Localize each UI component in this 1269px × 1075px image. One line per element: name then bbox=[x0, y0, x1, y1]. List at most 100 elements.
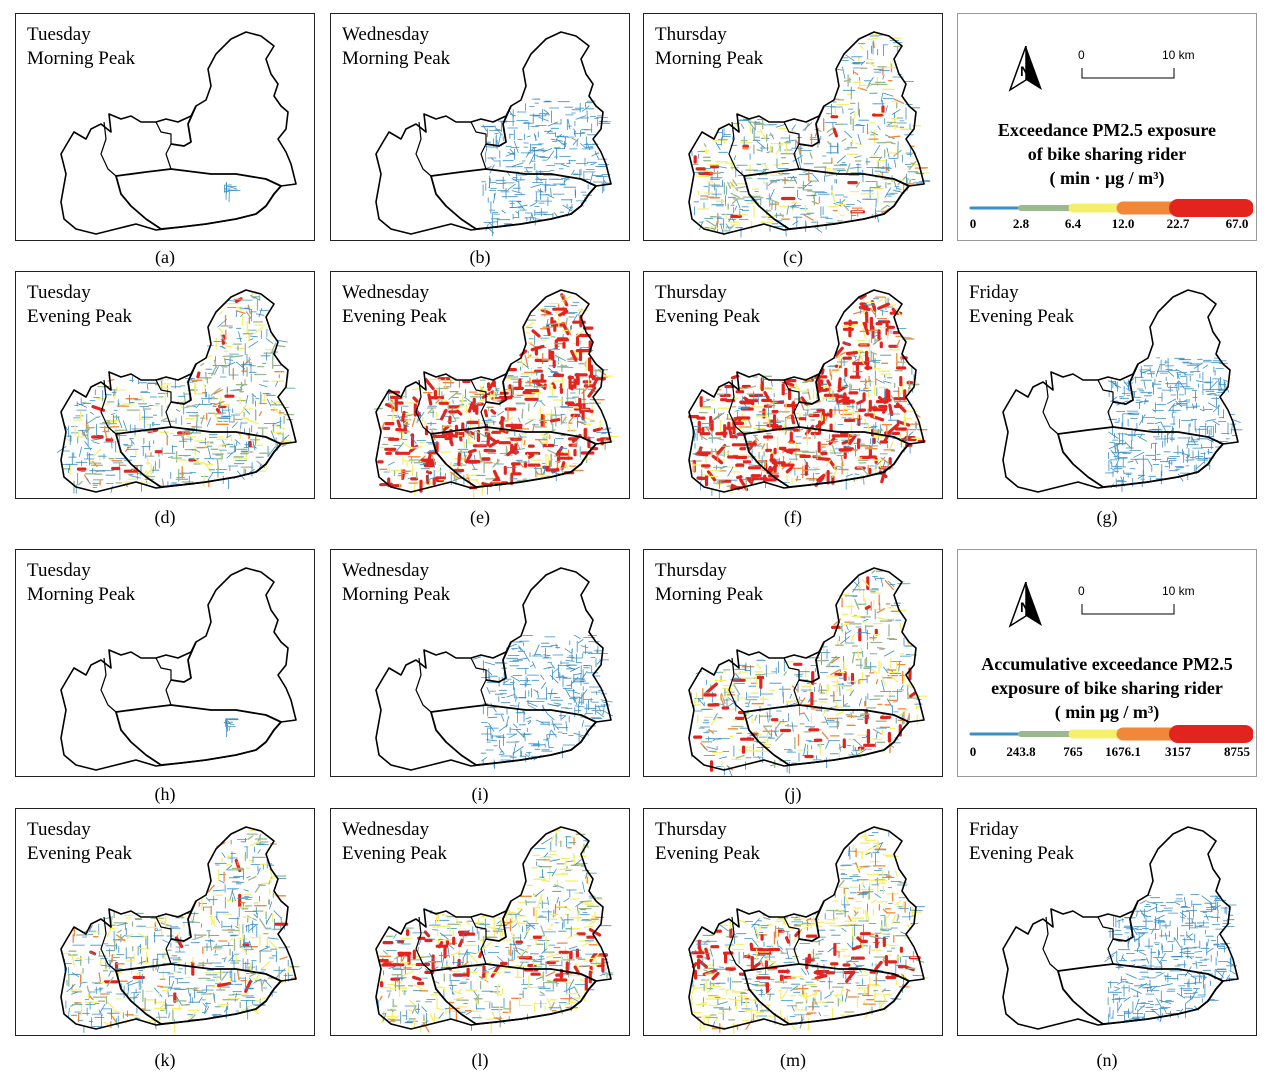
road-segment bbox=[528, 720, 531, 721]
road-segment bbox=[737, 187, 745, 188]
road-segment bbox=[285, 435, 289, 438]
road-segment bbox=[236, 311, 237, 317]
road-segment bbox=[553, 469, 558, 472]
road-segment bbox=[1145, 399, 1146, 404]
road-segment bbox=[770, 190, 774, 199]
road-segment bbox=[1109, 432, 1119, 439]
road-segment bbox=[489, 381, 494, 389]
road-segment bbox=[548, 714, 554, 720]
road-segment bbox=[235, 440, 240, 444]
road-segment bbox=[741, 125, 744, 129]
road-segment bbox=[403, 471, 404, 479]
road-segment bbox=[518, 702, 520, 712]
road-segment bbox=[776, 124, 786, 127]
road-segment bbox=[771, 380, 772, 386]
road-segment bbox=[604, 181, 607, 185]
road-segment bbox=[217, 459, 218, 468]
road-segment bbox=[542, 310, 550, 313]
road-segment bbox=[716, 143, 720, 150]
panel-label: (a) bbox=[135, 247, 195, 268]
road-segment bbox=[1169, 403, 1175, 411]
road-segment bbox=[510, 149, 513, 153]
panel-period: Morning Peak bbox=[655, 583, 763, 607]
road-segment bbox=[842, 139, 846, 141]
road-segment bbox=[488, 717, 497, 718]
road-segment bbox=[858, 401, 863, 403]
map-panel-k: Tuesday Evening Peak bbox=[15, 808, 315, 1036]
road-segment bbox=[220, 311, 223, 314]
panel-label: (f) bbox=[763, 507, 823, 528]
road-segment bbox=[250, 339, 253, 340]
road-segment bbox=[152, 422, 153, 426]
road-segment bbox=[850, 167, 861, 168]
road-segment bbox=[909, 381, 910, 389]
road-segment bbox=[857, 200, 860, 202]
road-segment bbox=[798, 199, 801, 200]
road-segment bbox=[870, 699, 880, 700]
road-segment bbox=[492, 411, 495, 413]
road-segment bbox=[523, 642, 524, 646]
road-segment bbox=[503, 681, 508, 683]
road-segment bbox=[428, 456, 430, 465]
road-segment bbox=[576, 116, 586, 120]
road-segment bbox=[532, 213, 534, 219]
road-segment bbox=[552, 420, 559, 421]
road-segment bbox=[840, 624, 848, 626]
road-segment bbox=[566, 722, 567, 732]
road-segment bbox=[882, 206, 887, 210]
road-segment bbox=[512, 191, 522, 194]
road-segment bbox=[551, 730, 556, 737]
road-segment bbox=[544, 110, 549, 114]
road-network bbox=[482, 99, 612, 236]
road-segment bbox=[206, 464, 211, 472]
road-segment bbox=[704, 144, 706, 147]
panel-day: Tuesday bbox=[27, 281, 132, 305]
road-segment bbox=[541, 675, 544, 680]
road-segment bbox=[98, 416, 101, 418]
district-border bbox=[471, 122, 486, 169]
road-segment bbox=[594, 429, 601, 431]
road-segment bbox=[1168, 371, 1174, 376]
road-segment bbox=[250, 336, 257, 337]
road-segment bbox=[876, 680, 878, 684]
road-segment bbox=[574, 635, 580, 638]
road-segment bbox=[872, 353, 877, 355]
road-segment bbox=[79, 482, 82, 485]
road-segment bbox=[1203, 365, 1208, 368]
road-segment bbox=[844, 704, 848, 706]
road-segment bbox=[855, 748, 857, 756]
road-segment bbox=[537, 691, 539, 698]
road-segment bbox=[765, 165, 767, 168]
road-segment bbox=[899, 422, 909, 425]
road-segment bbox=[792, 722, 793, 731]
road-segment bbox=[828, 381, 830, 385]
road-segment bbox=[853, 746, 854, 751]
road-segment bbox=[398, 421, 400, 426]
road-segment bbox=[536, 219, 542, 220]
panel-period: Morning Peak bbox=[27, 583, 135, 607]
road-segment bbox=[442, 410, 446, 419]
road-segment bbox=[414, 398, 417, 401]
road-segment bbox=[736, 756, 744, 759]
road-segment bbox=[843, 67, 846, 78]
road-segment bbox=[485, 662, 495, 665]
road-segment bbox=[822, 370, 823, 374]
panel-title: Friday Evening Peak bbox=[969, 281, 1074, 329]
panel-day: Wednesday bbox=[342, 281, 447, 305]
road-segment bbox=[204, 384, 206, 388]
road-segment bbox=[498, 135, 500, 145]
road-segment bbox=[198, 373, 199, 377]
road-segment bbox=[536, 720, 543, 723]
road-segment bbox=[603, 704, 605, 715]
road-segment bbox=[1192, 438, 1195, 445]
road-segment bbox=[850, 690, 854, 696]
road-segment bbox=[87, 417, 97, 424]
road-segment bbox=[551, 663, 555, 668]
panel-title: Thursday Morning Peak bbox=[655, 23, 763, 71]
road-segment bbox=[836, 712, 844, 716]
panel-title: Wednesday Evening Peak bbox=[342, 281, 447, 329]
road-segment bbox=[248, 420, 259, 424]
road-segment bbox=[572, 138, 576, 140]
road-segment bbox=[236, 311, 245, 314]
road-segment bbox=[855, 474, 859, 475]
